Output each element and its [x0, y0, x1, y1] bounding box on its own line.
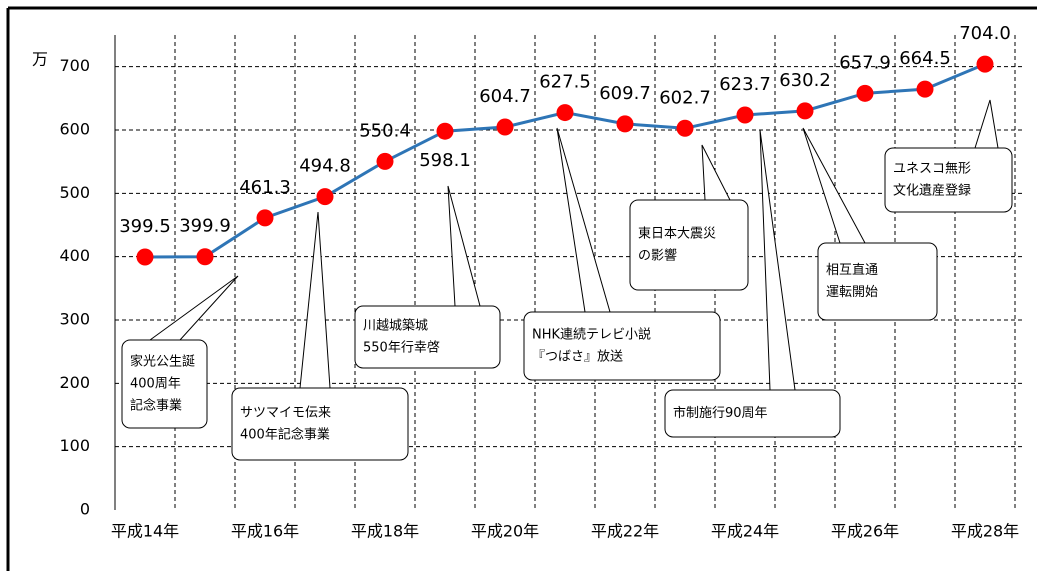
marker	[976, 55, 994, 73]
callout-text: 家光公生誕	[130, 354, 195, 370]
value-label: 399.5	[119, 216, 171, 237]
value-label: 494.8	[299, 156, 351, 177]
callout-text: 『つばさ』放送	[532, 350, 623, 365]
callout-pointer	[556, 127, 611, 313]
value-label: 664.5	[899, 48, 951, 69]
callout-text: 市制施行90周年	[673, 405, 768, 421]
callout-box	[231, 387, 409, 461]
value-label: 598.1	[419, 150, 471, 171]
callout-box	[664, 389, 841, 438]
y-unit-label: 万	[32, 50, 48, 69]
x-tick-label: 平成20年	[471, 522, 539, 541]
marker	[556, 104, 574, 122]
callout-box	[121, 339, 208, 429]
x-tick-label: 平成24年	[711, 522, 779, 541]
callout-text: 川越城築城	[363, 319, 428, 334]
callout-box	[629, 199, 749, 291]
value-label: 627.5	[539, 72, 591, 93]
marker	[916, 80, 934, 98]
x-tick-label: 平成28年	[951, 522, 1019, 541]
y-tick-label: 500	[59, 183, 90, 202]
callout-pointer	[974, 99, 999, 149]
callout-text: NHK連続テレビ小説	[532, 327, 651, 343]
y-tick-label: 300	[59, 310, 90, 329]
callout-text: 文化遺産登録	[893, 183, 971, 199]
value-label: 399.9	[179, 216, 231, 237]
value-label: 550.4	[359, 120, 411, 141]
value-label: 602.7	[659, 87, 711, 108]
value-label: 604.7	[479, 86, 531, 107]
marker	[676, 119, 694, 137]
x-tick-label: 平成22年	[591, 522, 659, 541]
value-label: 704.0	[959, 23, 1011, 44]
callout-text: 400周年	[130, 377, 181, 392]
callout-text: サツマイモ伝来	[240, 406, 331, 421]
marker	[376, 152, 394, 170]
marker	[196, 248, 214, 266]
callout-box	[817, 242, 938, 321]
callout-box	[354, 305, 501, 369]
callout-pointer	[148, 275, 239, 341]
callout-pointer	[701, 144, 731, 201]
callout-box	[523, 311, 721, 381]
y-tick-label: 400	[59, 246, 90, 265]
marker	[436, 122, 454, 140]
value-label: 623.7	[719, 74, 771, 95]
x-tick-label: 平成18年	[351, 522, 419, 541]
callout-pointer	[759, 129, 796, 391]
marker	[796, 102, 814, 120]
value-label: 630.2	[779, 70, 831, 91]
value-label: 657.9	[839, 52, 891, 73]
callout-text: 運転開始	[826, 285, 878, 300]
callout-pointer	[299, 211, 331, 389]
y-tick-label: 0	[80, 500, 90, 519]
x-tick-label: 平成26年	[831, 522, 899, 541]
callout-text: 東日本大震災	[638, 226, 716, 242]
value-label: 609.7	[599, 83, 651, 104]
marker	[136, 248, 154, 266]
y-tick-label: 600	[59, 120, 90, 139]
marker	[256, 209, 274, 227]
callout-box	[884, 147, 1013, 213]
x-tick-label: 平成14年	[111, 522, 179, 541]
callout-text: ユネスコ無形	[893, 162, 971, 177]
marker	[616, 115, 634, 133]
marker	[736, 106, 754, 124]
x-tick-label: 平成16年	[231, 522, 299, 541]
callout-text: 400年記念事業	[240, 427, 330, 443]
callout-pointer	[802, 127, 866, 244]
callout-text: の影響	[638, 248, 677, 264]
callout-text: 550年行幸啓	[363, 341, 440, 356]
y-tick-label: 700	[59, 56, 90, 75]
callout-text: 相互直通	[826, 263, 878, 278]
callout-text: 記念事業	[130, 398, 182, 414]
marker	[496, 118, 514, 136]
y-tick-label: 200	[59, 373, 90, 392]
y-tick-label: 100	[59, 436, 90, 455]
marker	[316, 188, 334, 206]
value-label: 461.3	[239, 177, 291, 198]
marker	[856, 84, 874, 102]
